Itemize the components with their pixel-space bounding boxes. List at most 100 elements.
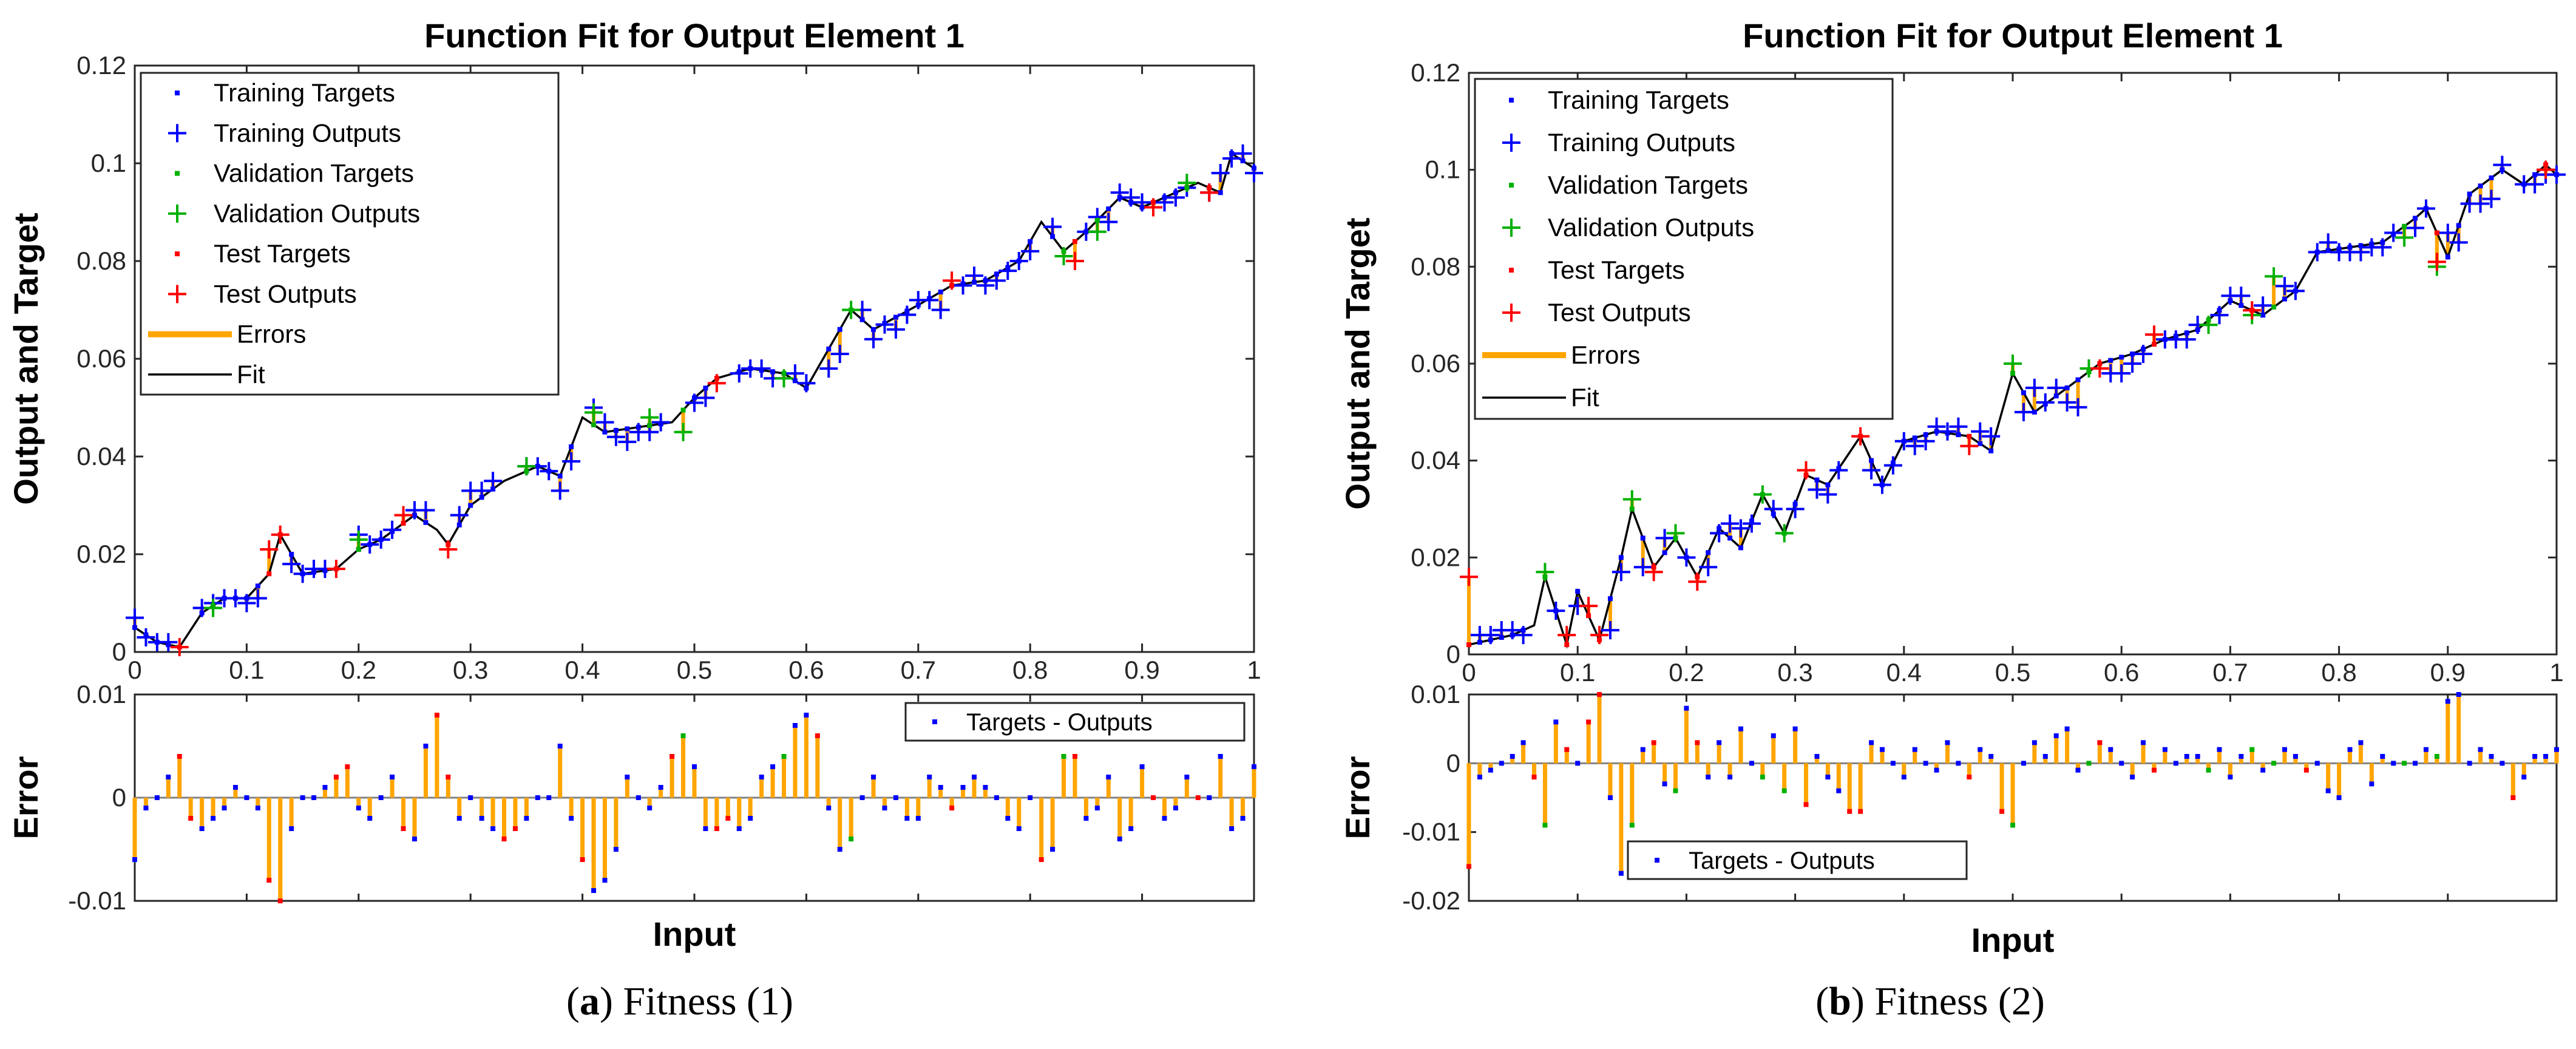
- chart-a-error-point: [714, 826, 719, 831]
- chart-b-error-ytick-label: -0.02: [1402, 886, 1460, 915]
- chart-b-training-targets-point: [2119, 355, 2124, 360]
- chart-a-training-outputs-point: [137, 628, 155, 647]
- chart-b-test-outputs-point: [2144, 325, 2163, 344]
- chart-a-error-point: [680, 733, 686, 738]
- chart-a-training-targets-point: [882, 321, 887, 326]
- chart-a-training-targets-point: [132, 625, 137, 630]
- chart-a-ytick-label: 0: [112, 637, 126, 666]
- chart-a-training-outputs-point: [595, 413, 614, 432]
- chart-b-training-targets-point: [1934, 429, 1939, 434]
- chart-b-xtick-label: 0.6: [2104, 658, 2139, 687]
- chart-a-training-targets-point: [546, 469, 552, 474]
- chart-b-training-targets-point: [1956, 432, 1961, 438]
- chart-a-training-targets-point: [613, 428, 619, 433]
- chart-a-validation-targets-point: [1094, 217, 1100, 223]
- chart-a-training-targets-point: [748, 366, 753, 372]
- chart-b-error-point: [2489, 754, 2494, 759]
- chart-a-training-outputs-point: [618, 432, 637, 451]
- chart-a-legend-label: Fit: [237, 360, 265, 389]
- chart-b-training-outputs-point: [1699, 558, 1718, 577]
- chart-b-error-point: [2532, 754, 2538, 759]
- chart-b-error-point: [2195, 754, 2200, 759]
- chart-a-error-point: [1117, 837, 1122, 841]
- chart-b-training-targets-point: [1814, 477, 1820, 483]
- chart-b-test-targets-point: [1967, 433, 1972, 439]
- chart-b-validation-outputs-point: [2395, 228, 2414, 247]
- chart-a-training-outputs-point: [1099, 212, 1118, 231]
- chart-b-xtick-label: 0.1: [1560, 658, 1595, 687]
- chart-b-test-targets-point: [2543, 162, 2549, 168]
- chart-b-error-point: [1542, 823, 1548, 828]
- chart-a-training-outputs-point: [1021, 242, 1040, 260]
- chart-b-test-targets-point: [1586, 613, 1591, 619]
- chart-b-error-point: [2282, 747, 2287, 752]
- chart-b-error-point: [2206, 767, 2211, 773]
- chart-b-error-point: [1706, 775, 1711, 779]
- chart-a-training-outputs-point: [931, 300, 950, 319]
- chart-b-error-point: [2064, 726, 2070, 732]
- chart-a-training-targets-point: [300, 571, 305, 577]
- chart-a-error-legend: Targets - Outputs: [904, 702, 1246, 742]
- chart-b-error-point: [2456, 692, 2461, 697]
- caption-a-letter: a: [580, 979, 600, 1024]
- chart-b-validation-targets-point: [2271, 304, 2277, 310]
- chart-a-training-outputs-point: [696, 389, 715, 407]
- chart-a-training-targets-point: [311, 569, 317, 575]
- chart-a-training-targets-point: [994, 271, 999, 277]
- chart-b-training-outputs-point: [2438, 223, 2457, 242]
- chart-b-training-outputs-point: [2449, 233, 2468, 252]
- chart-b-error-point: [2053, 733, 2059, 738]
- chart-a-error-point: [915, 816, 921, 821]
- chart-a-training-targets-point: [826, 346, 832, 351]
- chart-b-validation-targets-point: [1673, 535, 1678, 541]
- chart-a-training-targets-point: [927, 296, 932, 301]
- chart-a-error-point: [748, 816, 753, 821]
- chart-a-training-targets-point: [412, 512, 417, 518]
- chart-b-error-point: [1978, 747, 1983, 752]
- chart-b-error-point: [2271, 761, 2277, 766]
- chart-b-error-point: [1662, 781, 1667, 787]
- chart-b-training-targets-point: [2456, 223, 2461, 228]
- chart-a-error-point: [983, 785, 988, 790]
- chart-a-error-point: [512, 826, 518, 831]
- chart-a-error-point: [244, 795, 249, 800]
- chart-a-training-targets-point: [983, 278, 988, 283]
- chart-b-error-point: [2500, 761, 2505, 766]
- chart-b-error-point: [1803, 802, 1809, 807]
- chart-b-error-point: [2130, 775, 2135, 779]
- chart-b-training-outputs-point: [2112, 364, 2131, 382]
- chart-a-error-point: [1028, 795, 1033, 800]
- chart-a-training-targets-point: [1005, 265, 1011, 270]
- chart-b-xtick-label: 0.8: [2321, 658, 2356, 687]
- chart-a-training-targets-point: [1028, 239, 1033, 244]
- chart-a-training-targets-point: [1218, 190, 1223, 195]
- chart-a-error-point: [882, 806, 887, 810]
- chart-a-training-targets-point: [1229, 151, 1235, 156]
- chart-a-test-targets-point: [446, 541, 451, 547]
- chart-a-training-targets-point: [166, 642, 171, 647]
- chart-a-error-point: [412, 837, 417, 841]
- chart-b-error-point: [2010, 823, 2015, 828]
- chart-b-training-targets-point: [2195, 327, 2200, 333]
- chart-a-ytick-label: 0.02: [76, 540, 126, 568]
- chart-b-test-outputs-point: [1960, 436, 1979, 455]
- chart-a-validation-targets-point: [680, 407, 686, 413]
- chart-a-error-point: [490, 826, 496, 831]
- chart-a-error-point: [166, 775, 171, 779]
- chart-b-training-targets-point: [1488, 637, 1493, 643]
- chart-b-training-targets-point: [2358, 243, 2364, 248]
- chart-a-ytick-label: 0.08: [76, 246, 126, 275]
- chart-a-error-point: [1083, 816, 1089, 821]
- chart-b-error-point: [1553, 719, 1559, 725]
- chart-b-error-ytick-label: 0.01: [1411, 680, 1460, 708]
- chart-a-test-targets-point: [266, 571, 272, 577]
- chart-a-error-point: [1151, 795, 1156, 800]
- chart-b-validation-targets-point: [2010, 370, 2015, 376]
- chart-b-ytick-label: 0: [1446, 640, 1460, 668]
- chart-a-error-point: [1050, 847, 1056, 852]
- chart-a-validation-targets-point: [849, 307, 854, 313]
- chart-b-training-targets-point: [1706, 550, 1711, 555]
- chart-a-error-point: [949, 806, 955, 810]
- chart-b-test-targets-point: [1858, 433, 1863, 439]
- chart-b-error-point: [1847, 809, 1852, 814]
